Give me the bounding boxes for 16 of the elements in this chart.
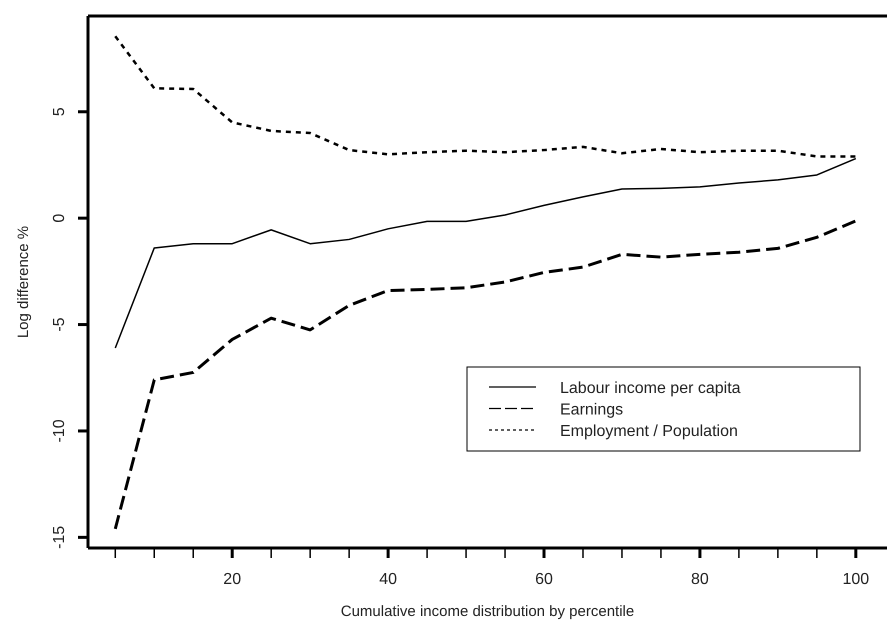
x-axis-title: Cumulative income distribution by percentile bbox=[340, 603, 634, 620]
y-tick-label: 0 bbox=[51, 214, 68, 223]
legend-label: Earnings bbox=[560, 402, 624, 418]
x-tick-label: 80 bbox=[691, 571, 709, 588]
legend-label: Employment / Population bbox=[560, 423, 738, 440]
y-tick-label: -10 bbox=[51, 419, 68, 443]
x-tick-label: 100 bbox=[842, 571, 870, 588]
y-tick-label: -5 bbox=[51, 317, 68, 332]
line-series bbox=[114, 219, 858, 530]
x-tick-label: 20 bbox=[223, 571, 242, 588]
legend-label: Labour income per capita bbox=[560, 380, 741, 397]
y-axis-title: Log difference % bbox=[15, 226, 32, 338]
x-tick-label: 40 bbox=[379, 571, 398, 588]
y-tick-label: 5 bbox=[51, 107, 68, 116]
y-tick-label: -15 bbox=[51, 526, 68, 549]
x-tick-label: 60 bbox=[535, 571, 554, 588]
